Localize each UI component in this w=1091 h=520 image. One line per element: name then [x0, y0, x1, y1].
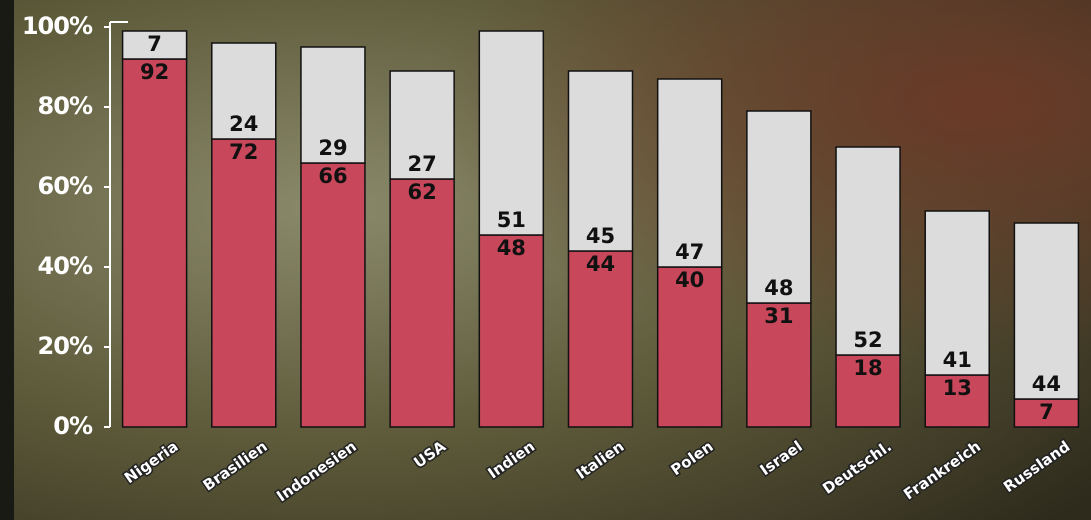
y-tick-label: 100%: [22, 12, 93, 40]
y-tick-label: 0%: [53, 412, 93, 440]
bar-segment: [211, 42, 277, 140]
value-label: 62: [408, 180, 437, 204]
value-label: 31: [764, 304, 793, 328]
value-label: 66: [318, 164, 347, 188]
value-label: 40: [675, 268, 704, 292]
value-label: 48: [497, 236, 526, 260]
bar-segment: [211, 138, 277, 428]
y-tick-label: 40%: [38, 252, 93, 280]
bar-segment: [746, 110, 812, 304]
value-label: 52: [853, 328, 882, 352]
value-label: 44: [1032, 372, 1061, 396]
bar-segment: [121, 30, 188, 60]
bar-segment: [656, 78, 723, 268]
value-label: 7: [147, 32, 162, 56]
y-tick-label: 20%: [38, 332, 93, 360]
bar-segment: [567, 70, 634, 252]
bar-segment: [478, 30, 545, 236]
y-tick-label: 60%: [38, 172, 93, 200]
bar-segment: [656, 266, 723, 428]
value-label: 24: [229, 112, 258, 136]
value-label: 13: [943, 376, 972, 400]
bar-segment: [389, 178, 455, 428]
bar-segment: [1013, 222, 1080, 400]
value-label: 41: [943, 348, 972, 372]
bar-segment: [300, 46, 366, 164]
value-label: 45: [586, 224, 615, 248]
bar-segment: [835, 146, 901, 356]
bar-segment: [121, 58, 188, 428]
bar-segment: [924, 210, 990, 376]
bar-segment: [300, 162, 366, 428]
bar-segment: [924, 374, 990, 428]
bar-segment: [567, 250, 634, 428]
bar-segment: [835, 354, 901, 428]
value-label: 51: [497, 208, 526, 232]
value-label: 72: [229, 140, 258, 164]
value-label: 44: [586, 252, 615, 276]
value-label: 7: [1039, 400, 1054, 424]
bar-segment: [478, 234, 545, 428]
left-edge: [0, 0, 14, 520]
value-label: 47: [675, 240, 704, 264]
bar-segment: [746, 302, 812, 428]
value-label: 27: [408, 152, 437, 176]
value-label: 48: [764, 276, 793, 300]
value-label: 29: [318, 136, 347, 160]
value-label: 92: [140, 60, 169, 84]
y-tick-label: 80%: [38, 92, 93, 120]
bar-segment: [389, 70, 455, 180]
value-label: 18: [853, 356, 882, 380]
